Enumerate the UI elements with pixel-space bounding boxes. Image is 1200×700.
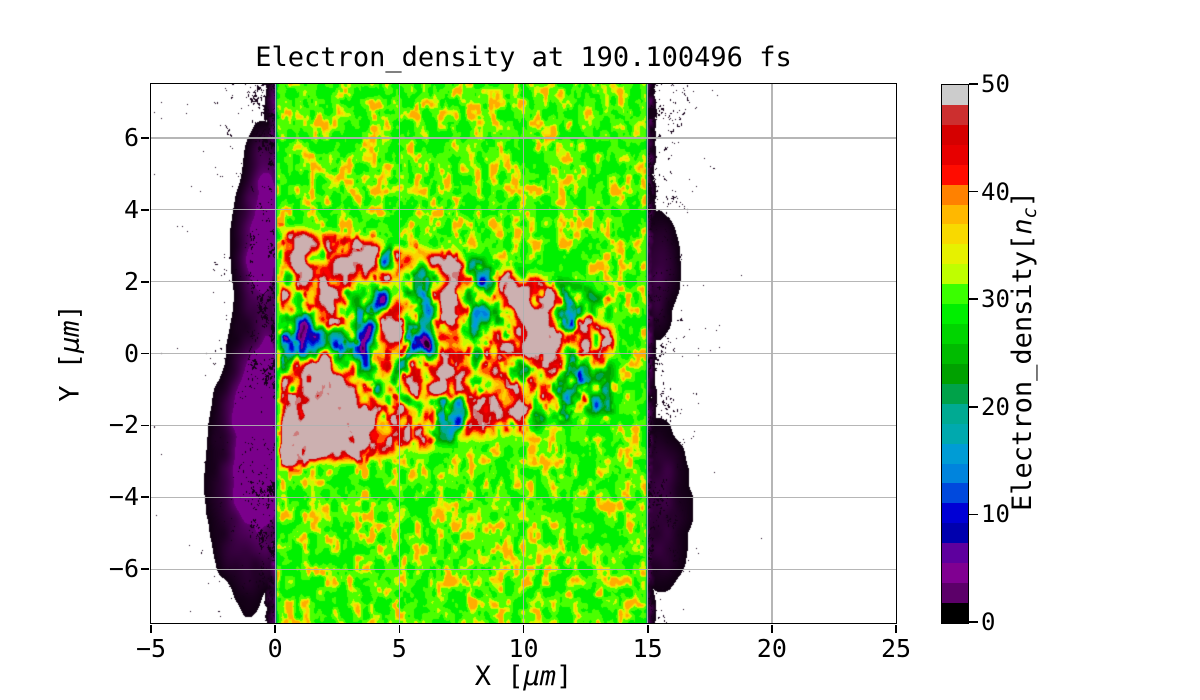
x-tick-label: 10 <box>508 634 539 663</box>
y-tick <box>141 352 149 355</box>
colorbar-segment <box>942 304 968 325</box>
x-tick-label: 5 <box>391 634 407 663</box>
x-axis-label: X [μm] <box>474 661 573 692</box>
y-gridline <box>151 209 896 211</box>
y-tick-label: 6 <box>123 122 139 152</box>
colorbar-tick-label: 40 <box>981 177 1010 206</box>
colorbar-tick <box>969 406 978 408</box>
colorbar-segment <box>942 483 968 504</box>
y-tick <box>141 568 149 570</box>
x-tick <box>398 625 401 633</box>
colorbar-segment <box>942 383 968 404</box>
colorbar <box>941 84 969 624</box>
x-tick <box>771 625 773 633</box>
y-tick <box>141 424 149 427</box>
colorbar-segment <box>942 343 968 364</box>
colorbar-segment <box>942 523 968 544</box>
colorbar-tick <box>969 190 978 193</box>
y-gridline <box>151 137 896 139</box>
x-tick-label: −5 <box>135 634 167 663</box>
y-gridline <box>151 424 896 427</box>
colorbar-tick-label: 10 <box>981 500 1010 529</box>
y-tick-label: 0 <box>123 338 139 368</box>
colorbar-tick-label: 20 <box>981 392 1010 421</box>
colorbar-tick-label: 0 <box>981 608 996 636</box>
y-tick-label: −2 <box>108 410 139 440</box>
y-tick-label: −4 <box>108 482 139 512</box>
y-gridline <box>151 281 896 283</box>
y-tick-label: 2 <box>123 266 139 296</box>
x-tick <box>522 625 525 633</box>
colorbar-segment <box>942 184 968 205</box>
y-tick-label: −6 <box>108 554 139 584</box>
colorbar-segment <box>942 563 968 584</box>
y-tick <box>141 208 149 211</box>
colorbar-segment <box>942 85 968 105</box>
x-tick <box>646 625 649 633</box>
colorbar-segment <box>942 144 968 165</box>
colorbar-segment <box>942 324 968 344</box>
colorbar-tick <box>969 513 978 516</box>
colorbar-segment <box>942 443 968 464</box>
colorbar-tick <box>969 298 978 301</box>
colorbar-segment <box>942 503 968 524</box>
plot-border <box>150 83 897 624</box>
y-gridline <box>151 568 896 570</box>
colorbar-segment <box>942 423 968 444</box>
x-tick-label: 20 <box>756 634 787 663</box>
colorbar-segment <box>942 104 968 125</box>
colorbar-segment <box>942 583 968 603</box>
colorbar-segment <box>942 244 968 265</box>
y-tick <box>141 496 149 499</box>
y-gridline <box>151 496 896 498</box>
x-tick-label: 15 <box>632 634 663 663</box>
colorbar-tick <box>969 621 978 623</box>
x-tick <box>895 625 897 633</box>
x-tick-label: 0 <box>267 634 283 663</box>
colorbar-segment <box>942 124 968 145</box>
y-tick-label: 4 <box>123 194 139 224</box>
colorbar-segment <box>942 224 968 245</box>
x-tick-label: 25 <box>880 634 912 663</box>
y-gridline <box>151 352 896 355</box>
colorbar-segment <box>942 602 968 623</box>
chart-title: Electron_density at 190.100496 fs <box>255 42 792 73</box>
colorbar-segment <box>942 463 968 484</box>
colorbar-segment <box>942 543 968 564</box>
colorbar-tick-label: 50 <box>981 70 1010 98</box>
y-tick <box>141 280 149 283</box>
colorbar-segment <box>942 204 968 225</box>
colorbar-segment <box>942 403 968 424</box>
colorbar-segment <box>942 264 968 285</box>
y-tick <box>141 137 149 139</box>
colorbar-segment <box>942 284 968 305</box>
colorbar-tick-label: 30 <box>981 285 1010 314</box>
x-tick <box>150 625 152 633</box>
colorbar-segment <box>942 363 968 384</box>
x-tick <box>274 625 277 633</box>
colorbar-segment <box>942 164 968 185</box>
colorbar-tick <box>969 83 978 85</box>
